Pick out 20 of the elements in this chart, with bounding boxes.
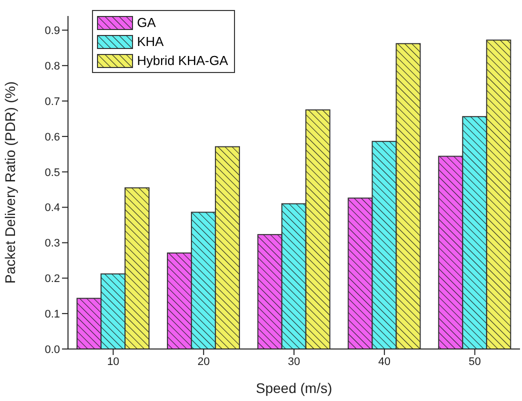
x-tick-label: 50 xyxy=(468,356,481,368)
y-tick-label: 0.2 xyxy=(44,273,60,286)
x-tick-label: 30 xyxy=(288,356,300,368)
y-tick-label: 0.7 xyxy=(44,96,60,108)
legend-label: KHA xyxy=(137,34,164,49)
x-tick-label: 10 xyxy=(107,356,120,368)
y-tick-label: 0.4 xyxy=(44,202,60,214)
legend-label: Hybrid KHA-GA xyxy=(137,53,228,68)
y-tick-label: 0.6 xyxy=(44,131,60,144)
x-axis-title: Speed (m/s) xyxy=(256,380,332,396)
y-tick-label: 0.9 xyxy=(44,25,60,38)
y-tick-label: 0.5 xyxy=(44,166,60,179)
x-tick-label: 20 xyxy=(197,356,210,368)
y-tick-label: 0.1 xyxy=(44,308,60,320)
y-axis-title: Packet Delivery Ratio (PDR) (%) xyxy=(2,81,18,284)
text: 0.0 xyxy=(44,344,60,356)
y-tick-label: 0.3 xyxy=(44,238,60,250)
x-tick-label: 40 xyxy=(378,356,391,368)
y-tick-label: 0.8 xyxy=(44,60,60,72)
legend-label: GA xyxy=(137,15,156,30)
